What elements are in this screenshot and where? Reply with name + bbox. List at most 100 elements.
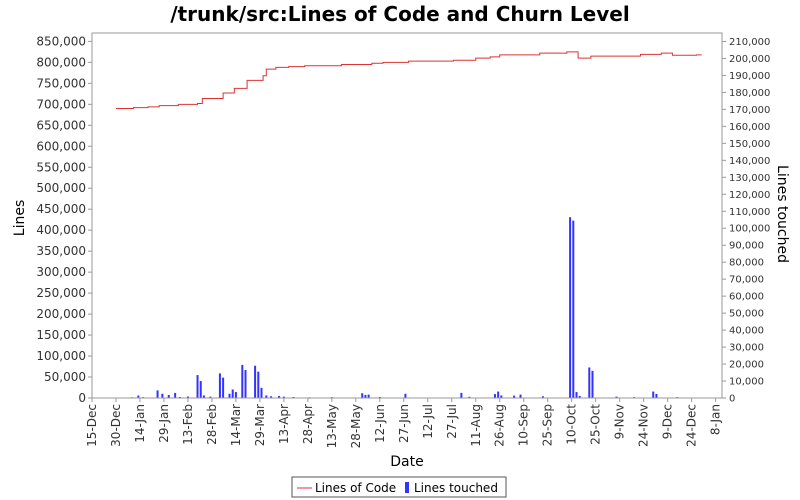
x-tick-label: 10-Oct xyxy=(565,404,579,445)
lines-touched-bar xyxy=(282,396,285,398)
lines-touched-bar xyxy=(404,393,407,398)
y2-tick-label: 140,000 xyxy=(729,156,770,167)
x-axis-label: Date xyxy=(390,454,423,470)
y2-tick-label: 120,000 xyxy=(729,190,770,201)
y2-tick-label: 210,000 xyxy=(729,37,770,48)
x-tick-label: 12-Jun xyxy=(373,404,387,443)
lines-touched-bar xyxy=(364,394,367,398)
lines-touched-bar xyxy=(270,396,273,398)
lines-touched-bar xyxy=(222,377,225,398)
lines-touched-bar xyxy=(278,395,281,398)
x-tick-label: 14-Jan xyxy=(133,404,147,443)
x-tick-label: 13-Apr xyxy=(277,404,291,444)
plot-frame xyxy=(91,32,723,399)
x-tick-label: 10-Sep xyxy=(517,404,531,446)
y-tick-label: 0 xyxy=(78,391,86,405)
lines-of-code-line xyxy=(115,51,702,110)
y2-tick-label: 30,000 xyxy=(729,343,764,354)
lines-touched-bar xyxy=(167,394,170,398)
y-tick-label: 750,000 xyxy=(36,76,86,90)
x-tick-label: 15-Dec xyxy=(85,404,99,447)
y2-tick-label: 80,000 xyxy=(729,258,764,269)
x-tick-label: 9-Dec xyxy=(661,404,675,439)
y2-tick-label: 150,000 xyxy=(729,139,770,150)
lines-touched-bar xyxy=(655,393,658,398)
y-tick-label: 250,000 xyxy=(36,286,86,300)
lines-touched-bar xyxy=(254,365,257,398)
x-tick-label: 26-Aug xyxy=(493,404,507,447)
lines-touched-bar xyxy=(652,391,655,398)
lines-touched-bar xyxy=(575,392,578,398)
chart-title: /trunk/src:Lines of Code and Churn Level xyxy=(170,2,629,26)
x-tick-label: 12-Jul xyxy=(421,404,435,439)
legend-entry-lines-touched: Lines touched xyxy=(414,481,498,495)
y2-tick-label: 180,000 xyxy=(729,88,770,99)
lines-touched-bar xyxy=(218,373,221,398)
y-tick-label: 600,000 xyxy=(36,139,86,153)
y2-tick-label: 160,000 xyxy=(729,122,770,133)
y2-tick-label: 60,000 xyxy=(729,292,764,303)
x-tick-label: 14-Mar xyxy=(229,404,243,446)
y-tick-label: 500,000 xyxy=(36,181,86,195)
lines-touched-bar xyxy=(228,393,231,398)
y2-tick-label: 130,000 xyxy=(729,173,770,184)
y2-tick-label: 170,000 xyxy=(729,105,770,116)
x-tick-label: 13-Feb xyxy=(181,404,195,445)
y2-tick-label: 40,000 xyxy=(729,326,764,337)
x-tick-label: 24-Nov xyxy=(637,404,651,447)
lines-touched-bar xyxy=(257,371,260,398)
y-tick-label: 50,000 xyxy=(44,370,86,384)
y2-tick-label: 100,000 xyxy=(729,224,770,235)
y-tick-label: 850,000 xyxy=(36,34,86,48)
legend: Lines of Code Lines touched xyxy=(291,476,507,498)
lines-touched-bar xyxy=(292,396,295,398)
y2-tick-label: 190,000 xyxy=(729,71,770,82)
lines-touched-bar xyxy=(260,387,263,398)
y2-tick-label: 70,000 xyxy=(729,275,764,286)
x-tick-label: 8-Jan xyxy=(709,404,723,435)
lines-touched-bar xyxy=(578,395,581,398)
x-tick-label: 28-May xyxy=(349,404,363,448)
y2-axis-label: Lines touched xyxy=(774,165,790,263)
lines-touched-bar xyxy=(367,394,370,398)
left-axis: 0 50,000 100,000 150,000 200,000 250,000 300,0… xyxy=(36,34,92,405)
lines-touched-bar xyxy=(378,396,381,398)
legend-swatch-lines-touched xyxy=(405,482,409,493)
legend-entry-lines-of-code: Lines of Code xyxy=(315,481,396,495)
lines-touched-bar xyxy=(541,396,544,398)
y-tick-label: 650,000 xyxy=(36,118,86,132)
lines-touched-bar xyxy=(231,389,234,398)
y-axis-label: Lines xyxy=(12,200,28,236)
lines-touched-bar xyxy=(361,393,364,398)
y-tick-label: 550,000 xyxy=(36,160,86,174)
y2-tick-label: 110,000 xyxy=(729,207,770,218)
x-tick-label: 29-Jan xyxy=(157,404,171,443)
lines-touched-bar xyxy=(615,396,618,398)
lines-touched-bar xyxy=(500,395,503,398)
plot-area xyxy=(92,33,722,398)
lines-touched-bar xyxy=(241,364,244,398)
x-tick-label: 24-Dec xyxy=(685,404,699,447)
x-tick-label: 9-Nov xyxy=(613,404,627,439)
lines-touched-bar xyxy=(569,217,572,398)
y2-tick-label: 90,000 xyxy=(729,241,764,252)
y-tick-label: 400,000 xyxy=(36,223,86,237)
x-tick-label: 29-Mar xyxy=(253,404,267,446)
x-tick-label: 25-Sep xyxy=(541,404,555,446)
lines-touched-bar xyxy=(460,392,463,398)
y2-tick-label: 0 xyxy=(729,394,735,405)
lines-touched-bar xyxy=(137,395,140,398)
x-tick-label: 28-Feb xyxy=(205,404,219,445)
lines-touched-bar xyxy=(202,395,205,398)
lines-touched-bar xyxy=(178,396,181,398)
lines-touched-bar xyxy=(513,395,516,398)
lines-touched-bar xyxy=(196,375,199,398)
lines-touched-bar xyxy=(161,393,164,398)
x-tick-label: 27-Jun xyxy=(397,404,411,443)
lines-touched-bar xyxy=(234,392,237,398)
x-axis: 15-Dec 30-Dec 14-Jan 29-Jan 13-Feb 28-Feb 14-M… xyxy=(85,398,723,448)
lines-touched-bar xyxy=(468,396,471,398)
y-tick-label: 100,000 xyxy=(36,349,86,363)
y-tick-label: 300,000 xyxy=(36,265,86,279)
